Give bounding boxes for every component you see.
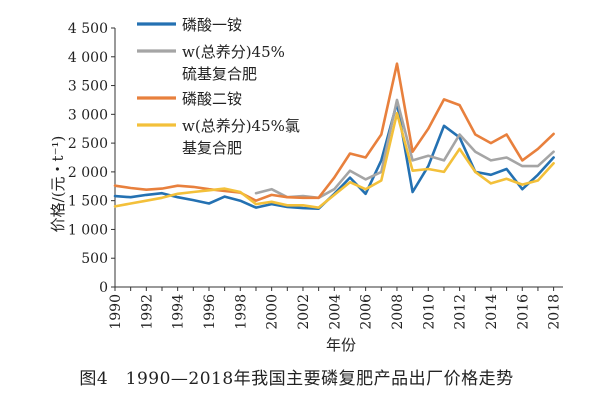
x-tick-label: 1998	[233, 294, 249, 330]
x-tick-label: 2006	[359, 294, 375, 330]
y-tick-label: 1 000	[68, 222, 108, 238]
y-tick-label: 4 000	[68, 50, 108, 66]
y-tick-label: 2 000	[68, 165, 108, 181]
legend-label-2: w(总养分)45%	[182, 43, 285, 61]
legend-label-4-cont: 基复合肥	[182, 139, 242, 157]
x-tick-label: 1992	[139, 294, 155, 330]
figure-caption: 图4 1990—2018年我国主要磷复肥产品出厂价格走势	[79, 369, 514, 389]
x-tick-label: 2010	[421, 294, 437, 330]
legend-label-2-cont: 硫基复合肥	[182, 65, 257, 83]
legend-label-4: w(总养分)45%氯	[182, 117, 300, 135]
y-tick-label: 3 500	[68, 79, 108, 95]
x-tick-label: 2004	[327, 294, 343, 330]
x-axis-label: 年份	[326, 336, 356, 354]
x-tick-label: 1990	[108, 294, 124, 330]
y-tick-label: 500	[81, 251, 108, 267]
x-tick-label: 2014	[484, 294, 500, 330]
x-tick-label: 1994	[171, 294, 187, 330]
series-line-3	[113, 62, 555, 202]
y-tick-label: 2 500	[68, 136, 108, 152]
y-axis-label: 价格/(元・t⁻¹)	[49, 136, 67, 233]
x-tick-label: 2008	[390, 294, 406, 330]
x-tick-label: 2002	[296, 294, 312, 330]
y-tick-label: 4 500	[68, 21, 108, 37]
y-tick-label: 0	[99, 280, 108, 296]
x-tick-label: 2016	[515, 294, 531, 330]
legend-label-3: 磷酸二铵	[182, 90, 242, 108]
x-tick-label: 2000	[265, 294, 281, 330]
x-tick-label: 2018	[547, 294, 563, 330]
y-tick-label: 1 500	[68, 194, 108, 210]
x-tick-label: 1996	[202, 294, 218, 330]
series-line-2	[254, 98, 555, 200]
legend-label-1: 磷酸一铵	[182, 16, 242, 34]
y-tick-label: 3 000	[68, 107, 108, 123]
series-line-4	[113, 111, 555, 209]
series-layer	[113, 62, 555, 210]
x-tick-label: 2012	[453, 294, 469, 330]
axes: 0 500 1 000 1 500 2 000 2 500 3 000 3 500 4 000 4…	[68, 21, 563, 330]
